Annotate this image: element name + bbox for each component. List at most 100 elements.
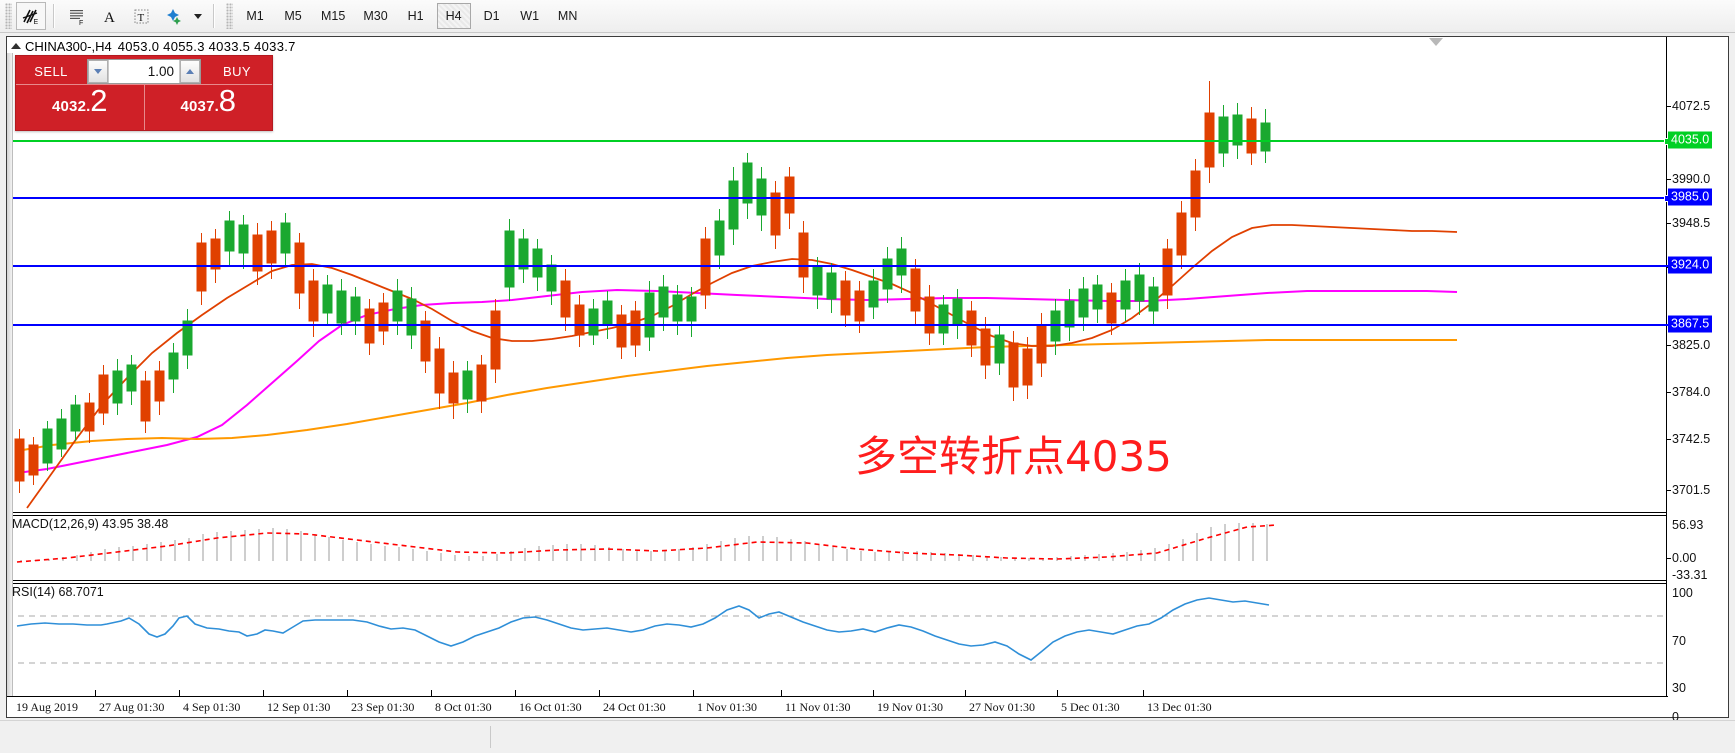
sell-price[interactable]: 4032. 2 [16, 85, 144, 130]
one-click-trading-panel[interactable]: SELL 1.00 BUY 4032. 2 4037. 8 [15, 55, 273, 131]
time-label-1: 27 Aug 01:30 [99, 700, 165, 714]
svg-text:F: F [79, 20, 83, 27]
toolbar-divider [53, 4, 55, 28]
buy-price[interactable]: 4037. 8 [143, 85, 273, 130]
macd-pane[interactable]: MACD(12,26,9) 43.95 38.48 [7, 515, 1668, 581]
price-tick [1667, 223, 1671, 224]
level-line-3924[interactable] [7, 265, 1668, 267]
svg-text:T: T [137, 12, 144, 24]
rsi-line [16, 597, 1270, 661]
svg-text:A: A [104, 10, 115, 26]
time-axis[interactable]: 19 Aug 2019 27 Aug 01:30 4 Sep 01:30 12 … [7, 690, 1668, 717]
timeframe-bar-grip[interactable] [226, 3, 233, 29]
price-tick-label-3742: 3742.5 [1672, 432, 1711, 446]
chevron-down-icon[interactable] [88, 59, 108, 83]
time-label-4: 23 Sep 01:30 [351, 700, 415, 714]
time-label-0: 19 Aug 2019 [16, 700, 79, 714]
timeframe-m15[interactable]: M15 [321, 9, 346, 23]
level-badge-3924[interactable]: 3924.0 [1668, 256, 1713, 274]
time-tick [263, 690, 264, 697]
time-label-10: 19 Nov 01:30 [877, 700, 943, 714]
volume-stepper[interactable]: 1.00 [87, 58, 201, 84]
time-label-2: 4 Sep 01:30 [183, 700, 241, 714]
status-bar [0, 720, 1735, 753]
level-line-3867[interactable] [7, 324, 1668, 326]
chart-annotation-text[interactable]: 多空转折点4035 [855, 432, 1172, 481]
rsi-pane[interactable]: RSI(14) 68.7071 [7, 583, 1668, 698]
trade-panel-prices: 4032. 2 4037. 8 [16, 84, 272, 130]
text-tool-icon[interactable]: A [94, 2, 124, 30]
objects-icon[interactable] [158, 2, 188, 30]
macd-tick-label-zero: 0.00 [1672, 551, 1697, 565]
level-badge-3985[interactable]: 3985.0 [1668, 188, 1713, 206]
buy-price-dot: . [214, 98, 219, 115]
timeframe-d1[interactable]: D1 [483, 9, 500, 23]
macd-histogram [20, 523, 1268, 561]
chevron-up-icon[interactable] [180, 59, 200, 83]
time-label-11: 27 Nov 01:30 [969, 700, 1035, 714]
expert-advisor-icon[interactable]: E [16, 2, 46, 30]
pane-collapse-handle[interactable] [1429, 38, 1443, 46]
price-tick-label-3784: 3784.0 [1672, 385, 1711, 399]
time-tick [1143, 690, 1144, 697]
time-tick [599, 690, 600, 697]
text-label-icon[interactable]: T [126, 2, 156, 30]
macd-tick [1667, 558, 1671, 559]
price-tick [1667, 179, 1671, 180]
level-line-3985[interactable] [7, 195, 1668, 202]
price-tick [1667, 106, 1671, 107]
time-label-7: 24 Oct 01:30 [603, 700, 666, 714]
level-line-4035[interactable] [7, 138, 1668, 145]
buy-button[interactable]: BUY [223, 63, 251, 79]
chart-title: CHINA300-,H4 4053.0 4055.3 4033.5 4033.7 [11, 39, 296, 54]
time-label-13: 13 Dec 01:30 [1147, 700, 1212, 714]
time-tick [965, 690, 966, 697]
price-tick-label-3990: 3990.0 [1672, 172, 1711, 186]
toolbar-grip[interactable] [5, 3, 12, 29]
macd-tick-label-min: -33.31 [1672, 568, 1708, 582]
timeframe-m30[interactable]: M30 [363, 9, 388, 23]
time-tick [781, 690, 782, 697]
sell-button[interactable]: SELL [34, 63, 68, 79]
sell-price-decimal: 2 [90, 83, 108, 118]
objects-dropdown-arrow-icon[interactable] [190, 2, 206, 30]
price-tick [1667, 490, 1671, 491]
level-handle-3985[interactable] [1664, 195, 1668, 202]
timeframe-mn[interactable]: MN [557, 9, 578, 23]
time-label-5: 8 Oct 01:30 [435, 700, 492, 714]
collapse-triangle-icon[interactable] [11, 43, 21, 49]
time-label-8: 1 Nov 01:30 [697, 700, 757, 714]
ma-orange-line [16, 339, 1457, 452]
time-tick [693, 690, 694, 697]
timeframe-h4[interactable]: H4 [436, 3, 471, 29]
price-axis[interactable]: 4072.5 3990.0 3948.5 3907.5 3825.0 3784.… [1666, 37, 1728, 724]
indicators-icon[interactable]: F [62, 2, 92, 30]
level-badge-4035[interactable]: 4035.0 [1668, 131, 1713, 149]
rsi-tick-label-100: 100 [1672, 586, 1693, 600]
chart-left-gutter[interactable] [7, 53, 13, 696]
level-handle-4035[interactable] [1664, 138, 1668, 145]
rsi-tick-label-0: 0 [1672, 710, 1679, 724]
time-tick [431, 690, 432, 697]
timeframe-w1[interactable]: W1 [520, 9, 540, 23]
trade-panel-controls: SELL 1.00 BUY [16, 56, 272, 84]
timeframe-m5[interactable]: M5 [284, 9, 302, 23]
price-pane[interactable]: 多空转折点4035 [7, 53, 1668, 513]
macd-label: MACD(12,26,9) 43.95 38.48 [12, 517, 169, 531]
time-tick [515, 690, 516, 697]
time-label-9: 11 Nov 01:30 [785, 700, 851, 714]
chart-ohlc: 4053.0 4055.3 4033.5 4033.7 [117, 39, 296, 54]
status-bar-divider [490, 726, 491, 748]
chart-window: CHINA300-,H4 4053.0 4055.3 4033.5 4033.7 [6, 36, 1729, 724]
candlestick-series [14, 81, 1271, 493]
main-toolbar: E F A T [0, 0, 1735, 33]
macd-tick-label-max: 56.93 [1672, 518, 1704, 532]
timeframe-h1[interactable]: H1 [407, 9, 424, 23]
timeframe-m1[interactable]: M1 [246, 9, 264, 23]
volume-input[interactable]: 1.00 [108, 59, 180, 83]
time-tick [95, 690, 96, 697]
level-badge-3867[interactable]: 3867.5 [1668, 315, 1713, 333]
price-tick-label-3701: 3701.5 [1672, 483, 1711, 497]
price-chart-svg [14, 81, 1458, 509]
